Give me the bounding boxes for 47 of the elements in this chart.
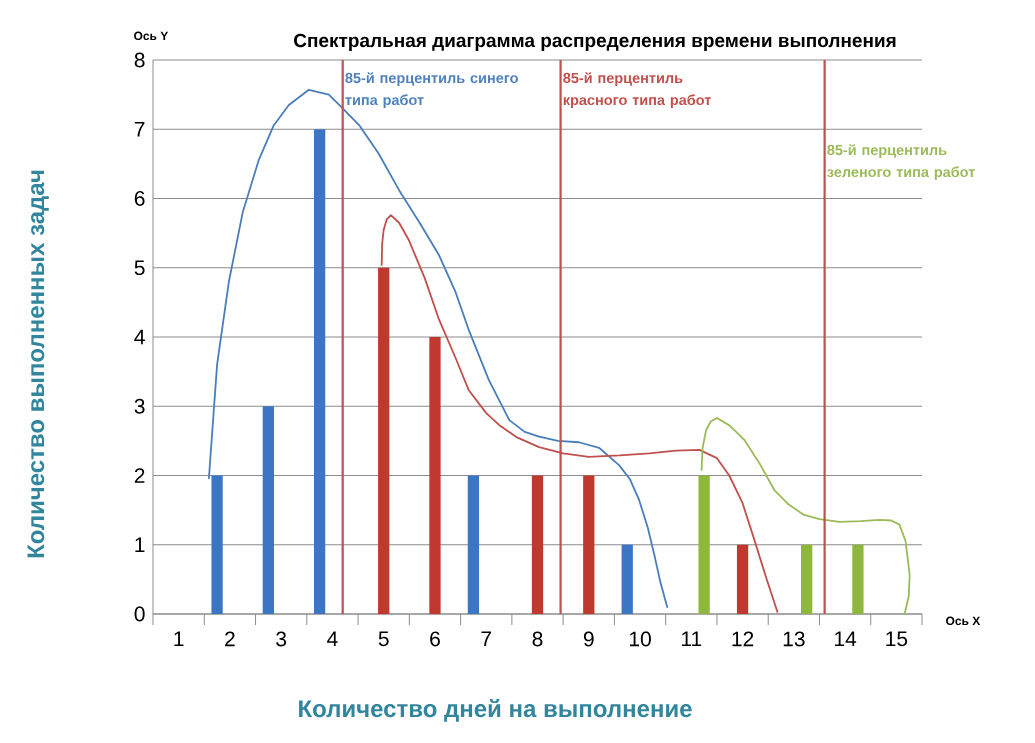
x-tick-label: 8 xyxy=(532,631,543,647)
bar xyxy=(801,544,813,614)
line-series xyxy=(700,417,911,615)
ref-line-label: 85-й перцентиль синего типа работ xyxy=(345,72,518,108)
x-tick-label: 1 xyxy=(174,631,184,646)
x-tick-label: 9 xyxy=(583,631,594,647)
x-tick-label: 14 xyxy=(835,631,857,646)
x-tick-label: 15 xyxy=(886,631,908,647)
line-series xyxy=(207,88,669,608)
y-tick-label: 8 xyxy=(134,52,145,68)
x-tick-label: 13 xyxy=(783,631,805,647)
x-tick-label: 7 xyxy=(481,631,492,646)
x-tick-label: 6 xyxy=(430,631,440,647)
y-axis-title: Количество выполненных задач xyxy=(27,170,49,558)
bar xyxy=(583,475,595,614)
x-tick-label: 10 xyxy=(629,631,651,647)
chart-title: Спектральная диаграмма распределения времени выполнения xyxy=(294,33,896,51)
y-tick-label: 4 xyxy=(134,329,145,345)
bar xyxy=(531,475,544,614)
x-tick-label: 5 xyxy=(378,631,389,647)
x-tick-label: 4 xyxy=(327,631,338,646)
bar xyxy=(698,475,710,614)
bar xyxy=(378,267,390,614)
text: Ось X xyxy=(946,616,981,626)
y-tick-label: 5 xyxy=(134,260,145,276)
bar xyxy=(852,544,864,614)
x-tick-label: 3 xyxy=(276,631,287,647)
bar xyxy=(211,475,223,614)
y-tick-label: 1 xyxy=(135,537,145,552)
bar xyxy=(262,406,274,614)
y-tick-label: 7 xyxy=(134,122,145,137)
y-tick-label: 6 xyxy=(134,191,145,206)
bar xyxy=(429,336,441,614)
text: Ось Y xyxy=(134,31,169,41)
x-axis-title: Количество дней на выполнение xyxy=(299,699,692,722)
y-tick-label: 2 xyxy=(134,468,145,483)
bar xyxy=(621,544,633,614)
bar xyxy=(467,475,480,614)
ref-line-label: 85-й перцентиль зеленого типа работ xyxy=(827,144,975,180)
y-tick-label: 0 xyxy=(134,606,145,622)
bar xyxy=(313,129,326,614)
ref-line-label: 85-й перцентиль красного типа работ xyxy=(563,72,711,108)
y-tick-label: 3 xyxy=(134,398,145,414)
x-tick-label: 2 xyxy=(225,631,235,647)
x-tick-label: 12 xyxy=(732,631,754,647)
bar xyxy=(736,544,749,614)
x-tick-label: 11 xyxy=(682,631,702,646)
